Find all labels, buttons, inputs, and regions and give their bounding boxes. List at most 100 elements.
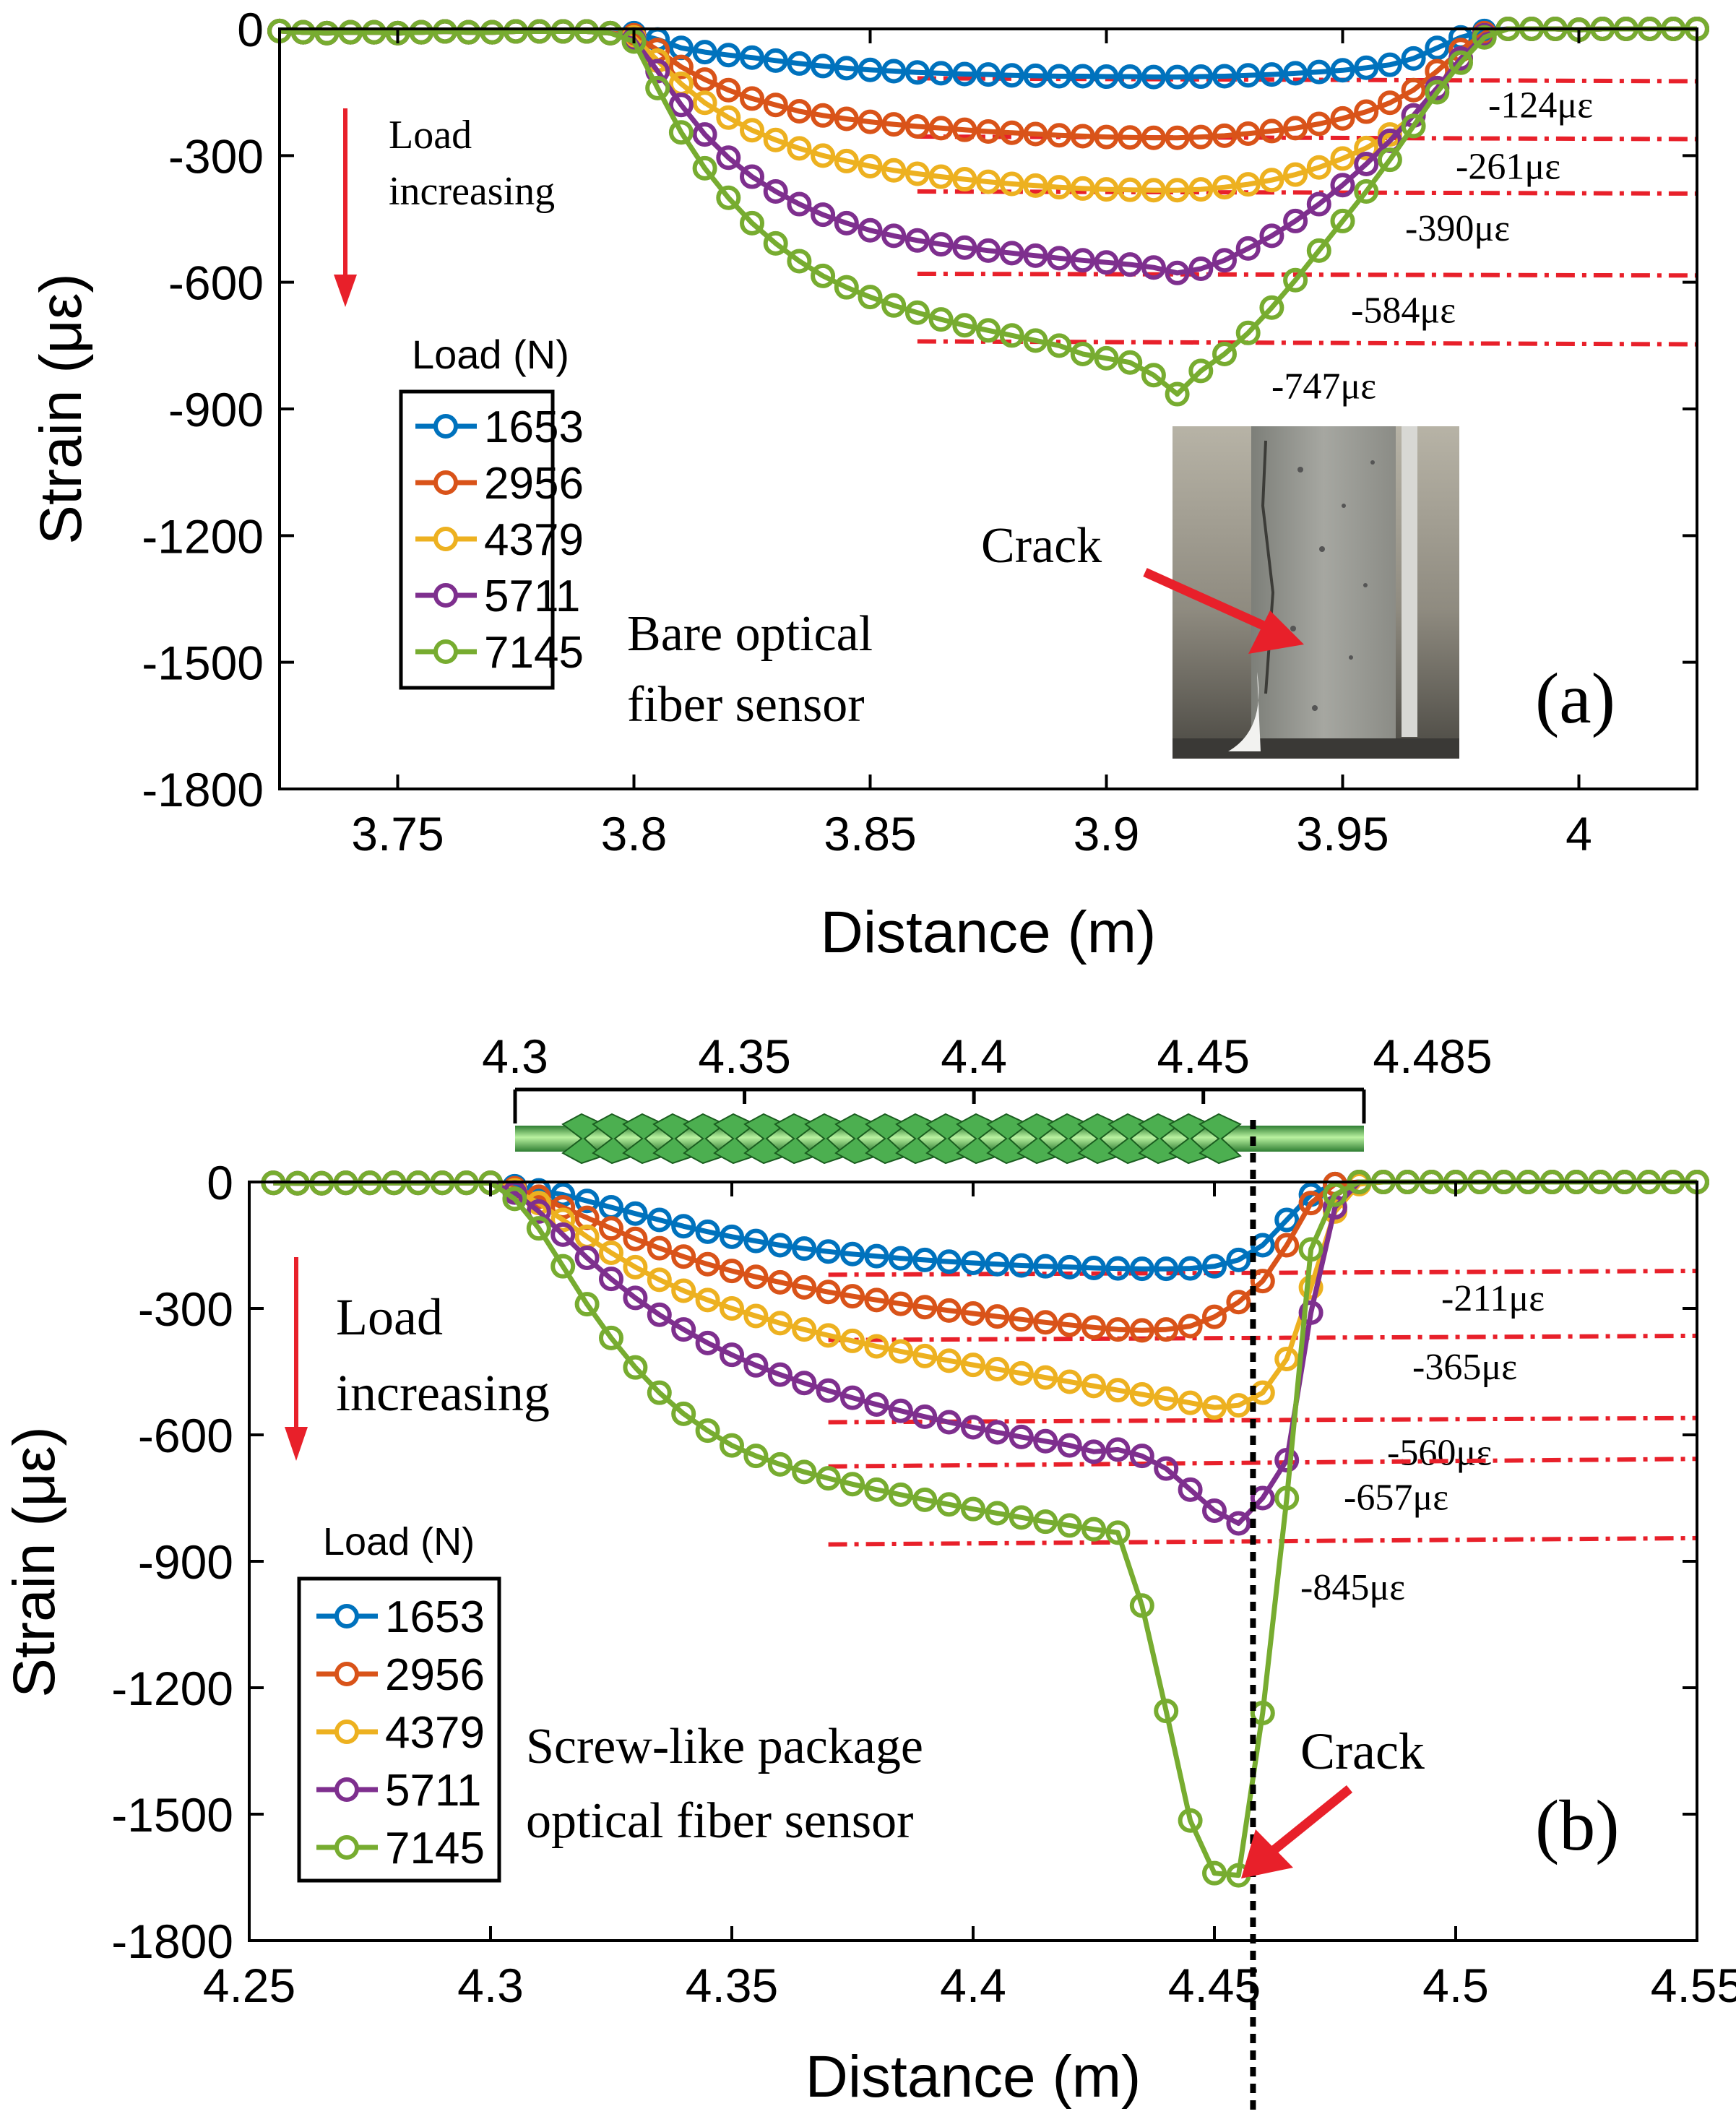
b-series-point-4379 — [1081, 1373, 1106, 1399]
b-series-point-1653 — [623, 1201, 648, 1226]
a-series-point-7145 — [787, 249, 812, 274]
b-series-point-1653 — [1009, 1253, 1034, 1278]
a-series-point-4379 — [1165, 178, 1190, 203]
b-series-point-4379 — [695, 1287, 720, 1313]
a-series-point-7145 — [1070, 342, 1095, 367]
a-series-point-2956 — [1094, 124, 1119, 150]
a-series-point-4379 — [1118, 177, 1143, 202]
a-series-point-1653 — [1425, 35, 1450, 61]
a-series-point-5711 — [999, 241, 1024, 266]
b-series-point-7145 — [864, 1477, 889, 1502]
a-load-label-1: Load — [389, 113, 472, 158]
a-series-point-7145 — [480, 20, 505, 45]
b-legend-marker-2956 — [334, 1662, 359, 1686]
b-series-point-7145 — [1154, 1699, 1179, 1724]
b-series-point-2956 — [792, 1274, 817, 1300]
b-y-tick-label: -1500 — [111, 1788, 233, 1842]
b-series-point-1653 — [888, 1246, 913, 1271]
a-series-point-7145 — [1425, 79, 1450, 105]
a-series-point-2956 — [904, 114, 930, 139]
a-load-label-2: increasing — [389, 169, 555, 214]
a-series-point-5711 — [1212, 248, 1237, 273]
a-series-point-2956 — [692, 67, 717, 92]
b-legend-label-4379: 4379 — [385, 1708, 485, 1758]
a-series-point-7145 — [597, 20, 623, 46]
b-series-point-5711 — [1081, 1439, 1106, 1464]
a-sensor-label-2: fiber sensor — [627, 677, 865, 733]
b-series-point-4379 — [936, 1348, 962, 1373]
b-sensor-label-1: Screw-like package — [526, 1719, 923, 1774]
b-series-point-7145 — [985, 1501, 1010, 1526]
b-series-point-7145 — [599, 1325, 623, 1350]
a-series-point-4379 — [976, 169, 1001, 194]
a-series-line-7145 — [279, 26, 1697, 397]
a-series-point-2956 — [716, 77, 741, 103]
a-series-point-5711 — [1330, 173, 1355, 198]
a-y-axis-label: Strain (με) — [28, 273, 94, 544]
a-series-point-5711 — [1047, 246, 1072, 271]
a-series-point-7145 — [1354, 179, 1379, 204]
a-series-point-4379 — [1259, 168, 1284, 193]
b-series-point-5711 — [767, 1362, 793, 1387]
b-series-point-2956 — [623, 1226, 648, 1251]
a-series-point-7145 — [645, 75, 670, 100]
a-series-point-2956 — [740, 86, 764, 111]
b-series-point-7145 — [502, 1186, 527, 1212]
b-series-point-2956 — [1105, 1317, 1131, 1342]
b-series-point-1653 — [767, 1233, 793, 1258]
b-series-point-5711 — [1154, 1456, 1179, 1481]
b-ref-line — [828, 1333, 1698, 1342]
a-series-point-2956 — [763, 92, 788, 118]
a-y-tick-label: -1800 — [142, 763, 264, 816]
b-screw-thread — [1199, 1113, 1242, 1165]
a-y-tick-label: -900 — [168, 383, 264, 436]
b-series-point-2956 — [1250, 1269, 1275, 1294]
b-series-point-5711 — [743, 1352, 769, 1378]
b-series-point-4379 — [816, 1323, 841, 1348]
b-screw-thread — [1077, 1113, 1120, 1165]
a-legend-label-1653: 1653 — [484, 402, 584, 452]
b-series-point-2956 — [1226, 1290, 1251, 1315]
b-series-point-2956 — [1081, 1315, 1106, 1340]
b-screw-thread — [1138, 1113, 1181, 1165]
a-x-axis-label: Distance (m) — [821, 899, 1157, 965]
b-legend-label-1653: 1653 — [385, 1592, 485, 1642]
a-series-point-7145 — [1094, 345, 1119, 371]
a-x-tick-label: 4 — [1566, 807, 1592, 860]
a-series-point-7145 — [668, 120, 694, 145]
a-series-point-4379 — [1188, 177, 1214, 202]
b-series-point-7145 — [695, 1418, 720, 1444]
a-series-point-5711 — [716, 145, 741, 171]
b-series-point-2956 — [743, 1264, 769, 1290]
b-series-point-5711 — [695, 1330, 720, 1355]
b-screw-thread — [713, 1113, 756, 1165]
a-series-point-7145 — [1306, 238, 1331, 263]
a-series-point-4379 — [716, 105, 741, 130]
a-series-point-2956 — [811, 103, 836, 128]
a-series-point-4379 — [1023, 173, 1048, 198]
b-series-point-7145 — [1081, 1517, 1106, 1542]
b-series-point-4379 — [647, 1267, 672, 1293]
b-series-point-1653 — [743, 1228, 769, 1254]
a-series-point-4379 — [858, 153, 883, 178]
b-load-label-2: increasing — [336, 1364, 550, 1422]
b-series-point-1653 — [816, 1239, 841, 1264]
a-series-point-1653 — [1377, 52, 1402, 77]
b-screw-thread — [865, 1113, 908, 1165]
b-series-point-7145 — [647, 1380, 672, 1405]
a-series-point-5711 — [1141, 255, 1166, 280]
a-series-point-7145 — [338, 20, 363, 45]
b-screw-thread — [1107, 1113, 1151, 1165]
a-y-tick-label: -1500 — [142, 637, 264, 690]
b-ref-label: -560με — [1387, 1433, 1492, 1474]
a-series-point-5711 — [1094, 250, 1119, 275]
a-series-point-2956 — [1212, 123, 1237, 148]
b-series-point-7145 — [1274, 1485, 1300, 1511]
a-series-point-7145 — [1235, 320, 1261, 345]
b-x-tick-label: 4.55 — [1651, 1959, 1736, 2012]
b-series-point-7145 — [1298, 1237, 1323, 1262]
b-series-point-5711 — [1033, 1428, 1058, 1454]
a-series-point-2956 — [1354, 99, 1379, 124]
b-series-point-4379 — [550, 1207, 576, 1233]
b-series-point-2956 — [1033, 1310, 1058, 1335]
